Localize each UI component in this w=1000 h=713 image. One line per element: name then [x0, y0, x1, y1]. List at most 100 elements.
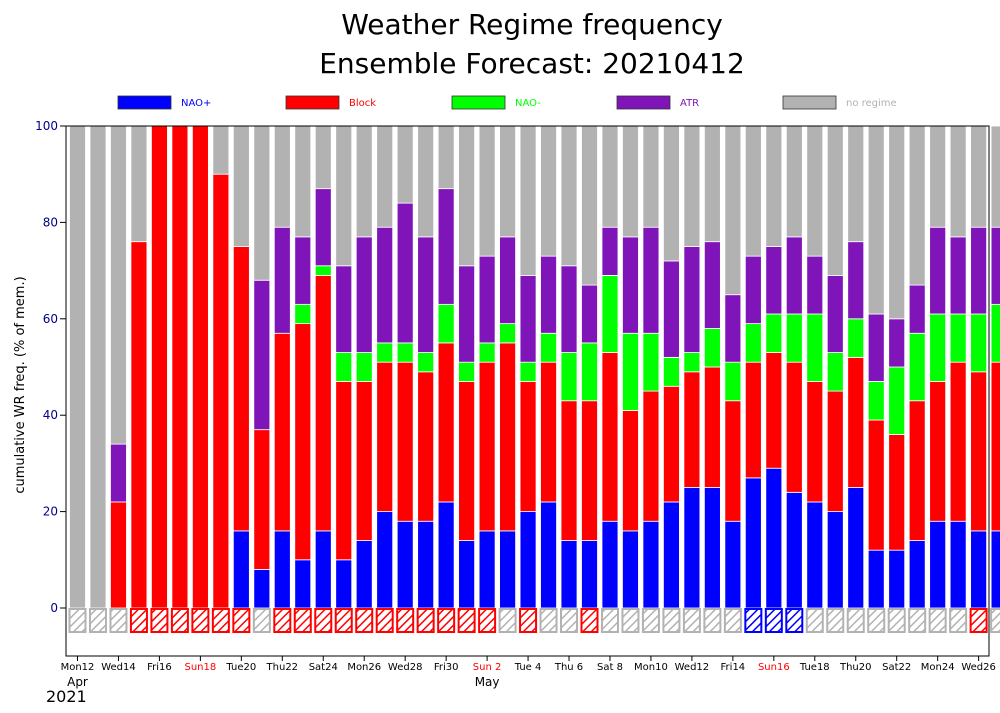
bar-segment-block-40 — [889, 434, 905, 550]
bar-segment-nao--39 — [868, 381, 884, 420]
bar-segment-block-8 — [233, 247, 249, 531]
bar-segment-nao--33 — [745, 478, 761, 608]
bar-segment-atr-23 — [541, 256, 557, 333]
bar-segment-nao--37 — [827, 512, 843, 608]
bar-segment-block-26 — [602, 353, 618, 522]
y-tick-label-20: 20 — [43, 505, 58, 519]
regime-marker-32 — [725, 609, 741, 632]
regime-markers-group — [70, 609, 1000, 632]
bar-segment-nao--14 — [356, 541, 372, 608]
bar-segment-no-regime-13 — [336, 126, 352, 266]
bar-segment-atr-11 — [295, 237, 311, 304]
bar-segment-block-27 — [622, 410, 638, 531]
x-tick-label-2: Wed14 — [101, 662, 136, 673]
bar-segment-nao--31 — [704, 328, 720, 367]
bar-segment-block-42 — [930, 381, 946, 521]
bar-segment-nao--29 — [663, 502, 679, 608]
x-tick-label-32: Fri14 — [721, 662, 746, 673]
regime-marker-35 — [786, 609, 802, 632]
bar-segment-atr-41 — [909, 285, 925, 333]
x-tick-label-0: Mon12 — [61, 662, 95, 673]
bar-segment-atr-19 — [459, 266, 475, 362]
bar-segment-block-45 — [991, 362, 1000, 531]
regime-marker-6 — [192, 609, 208, 632]
bar-segment-nao--23 — [541, 502, 557, 608]
regime-marker-12 — [315, 609, 331, 632]
x-tick-label-34: Sun16 — [758, 662, 790, 673]
bar-segment-block-35 — [786, 362, 802, 492]
bar-segment-atr-20 — [479, 256, 495, 343]
bar-segment-nao--20 — [479, 531, 495, 608]
bar-segment-atr-33 — [745, 256, 761, 323]
bar-segment-nao--43 — [950, 314, 966, 362]
bar-segment-nao--20 — [479, 343, 495, 362]
regime-marker-22 — [520, 609, 536, 632]
bar-segment-atr-39 — [868, 314, 884, 381]
bar-segment-block-11 — [295, 324, 311, 560]
bar-segment-no-regime-24 — [561, 126, 577, 266]
y-tick-label-80: 80 — [43, 215, 58, 229]
bar-segment-no-regime-8 — [233, 126, 249, 247]
bar-segment-nao--21 — [500, 324, 516, 343]
bar-segment-atr-36 — [807, 256, 823, 314]
bar-segment-no-regime-33 — [745, 126, 761, 256]
bar-segment-atr-22 — [520, 275, 536, 362]
y-tick-label-60: 60 — [43, 312, 58, 326]
bar-segment-no-regime-26 — [602, 126, 618, 227]
bar-segment-block-25 — [582, 401, 598, 541]
bar-segment-no-regime-31 — [704, 126, 720, 242]
bar-segment-atr-45 — [991, 227, 1000, 304]
bar-segment-block-34 — [766, 353, 782, 469]
bar-segment-nao--32 — [725, 521, 741, 608]
x-tick-label-22: Tue 4 — [514, 662, 542, 673]
bar-segment-no-regime-1 — [90, 126, 106, 608]
bar-segment-nao--45 — [991, 531, 1000, 608]
bar-segment-no-regime-40 — [889, 126, 905, 319]
regime-marker-41 — [909, 609, 925, 632]
bar-segment-atr-35 — [786, 237, 802, 314]
bar-segment-nao--16 — [397, 343, 413, 362]
bar-segment-block-43 — [950, 362, 966, 521]
bar-segment-atr-28 — [643, 227, 659, 333]
x-tick-label-40: Sat22 — [882, 662, 911, 673]
bar-segment-nao--27 — [622, 531, 638, 608]
bar-segment-nao--44 — [971, 531, 987, 608]
regime-marker-38 — [848, 609, 864, 632]
y-tick-label-0: 0 — [50, 601, 58, 615]
bar-segment-atr-27 — [622, 237, 638, 333]
bar-segment-atr-13 — [336, 266, 352, 353]
bar-segment-no-regime-44 — [971, 126, 987, 227]
x-tick-label-44: Wed26 — [961, 662, 996, 673]
legend-label-1: Block — [349, 98, 376, 109]
bar-segment-no-regime-35 — [786, 126, 802, 237]
chart-title-line1: Weather Regime frequency — [341, 8, 723, 41]
regime-marker-14 — [356, 609, 372, 632]
bar-segment-nao--23 — [541, 333, 557, 362]
bar-segment-no-regime-38 — [848, 126, 864, 242]
bar-segment-nao--31 — [704, 488, 720, 609]
bar-segment-no-regime-17 — [418, 126, 434, 237]
bar-segment-nao--33 — [745, 324, 761, 363]
regime-marker-24 — [561, 609, 577, 632]
bar-segment-no-regime-16 — [397, 126, 413, 203]
bar-segment-nao--12 — [315, 266, 331, 276]
bar-segment-no-regime-28 — [643, 126, 659, 227]
x-tick-label-38: Thu20 — [839, 662, 872, 673]
regime-marker-27 — [622, 609, 638, 632]
legend-label-2: NAO- — [515, 98, 541, 109]
regime-marker-45 — [991, 609, 1000, 632]
bar-segment-no-regime-9 — [254, 126, 270, 280]
bar-segment-no-regime-27 — [622, 126, 638, 237]
x-tick-label-16: Wed28 — [388, 662, 423, 673]
regime-marker-11 — [295, 609, 311, 632]
bar-segment-atr-14 — [356, 237, 372, 353]
y-tick-label-40: 40 — [43, 408, 58, 422]
bar-segment-nao--36 — [807, 314, 823, 381]
regime-marker-9 — [254, 609, 270, 632]
bar-segment-block-24 — [561, 401, 577, 541]
bar-segment-no-regime-45 — [991, 126, 1000, 227]
bar-segment-block-16 — [397, 362, 413, 521]
